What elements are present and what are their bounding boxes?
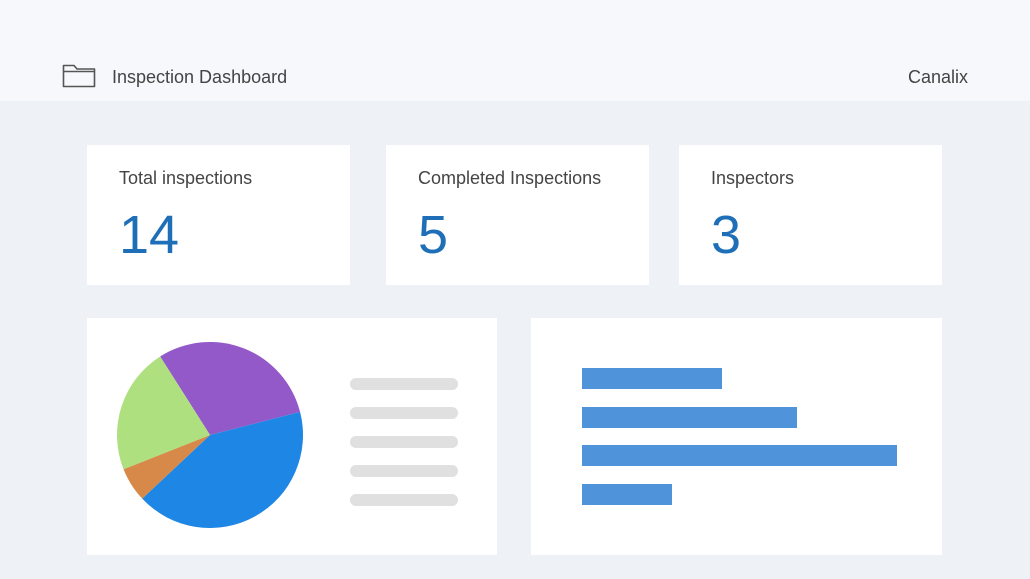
bar [582, 368, 722, 389]
pie-chart-card [87, 318, 497, 555]
stat-label-inspectors: Inspectors [711, 168, 795, 188]
page-title: Inspection Dashboard [112, 67, 288, 87]
folder-icon[interactable] [62, 62, 96, 88]
stat-value-completed: 5 [418, 205, 449, 265]
stat-card-inspectors: Inspectors 3 [679, 145, 942, 285]
legend-placeholder-line [350, 465, 458, 477]
bar [582, 483, 672, 505]
bar [582, 445, 897, 466]
stat-card-completed: Completed Inspections 5 [386, 145, 649, 285]
stat-value-total: 14 [119, 205, 180, 265]
header-bar: Inspection Dashboard Canalix [0, 0, 1030, 101]
legend-placeholder-line [350, 407, 458, 419]
bar-chart-card [531, 318, 942, 555]
pie-slice [123, 435, 210, 499]
bar [582, 406, 797, 428]
pie-slice [117, 356, 210, 470]
legend-placeholder-line [350, 378, 458, 390]
stat-value-inspectors: 3 [711, 205, 742, 265]
pie-slice [142, 411, 303, 528]
stat-label-completed: Completed Inspections [418, 168, 602, 188]
legend-placeholder-line [350, 436, 458, 448]
brand-name: Canalix [907, 67, 968, 87]
pie-slice [160, 342, 301, 435]
legend-placeholder-line [350, 494, 458, 506]
stat-card-total: Total inspections 14 [87, 145, 350, 285]
pie-chart [117, 342, 303, 528]
stat-label-total: Total inspections [119, 168, 253, 188]
